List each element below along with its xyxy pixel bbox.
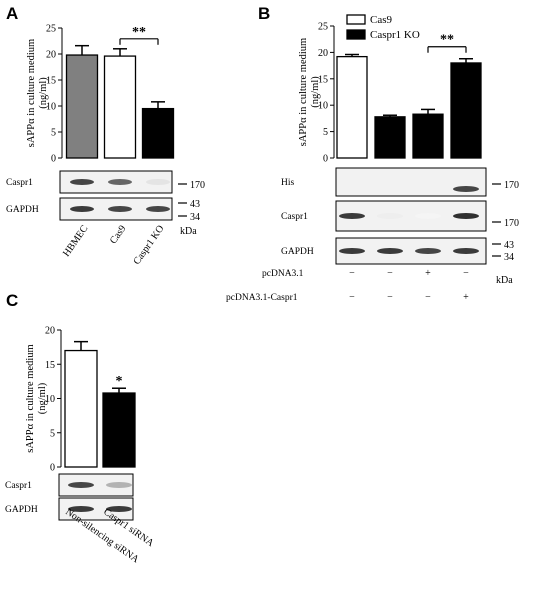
y-tick-label-C-0: 0 [50,463,55,474]
y-tick-label-A-1: 5 [51,128,56,139]
y-tick-label-A-5: 25 [46,24,56,35]
y-axis-label-B: sAPPα in culture medium(ng/ml) [298,38,321,146]
bar-B-2 [412,113,444,159]
bar-B-0 [336,55,368,159]
blot-label-A-1: GAPDH [6,205,39,215]
y-tick-label-A-4: 20 [46,50,56,61]
y-axis-label-line-C-0: sAPPα in culture medium [25,344,36,452]
marker-label-A-0: 170 [190,180,205,191]
blot-band-C-0-0 [68,482,94,488]
blot-band-B-0-3 [453,186,479,192]
blot-band-A-1-1 [108,206,132,212]
y-tick-label-C-3: 15 [45,360,55,371]
y-tick-label-B-4: 20 [318,48,328,59]
bar-A-0 [65,54,99,159]
treatment-sign-B-1-3: + [463,292,469,303]
blot-band-A-1-0 [70,206,94,212]
unit-label-A: kDa [180,226,197,237]
bar-C-0 [64,349,98,468]
treatment-label-B-1: pcDNA3.1-Caspr1 [226,293,298,303]
y-axis-label-A: sAPPα in culture medium(ng/ml) [26,39,49,147]
blot-C-1 [58,497,134,521]
y-axis-label-line-C-1: (ng/ml) [37,382,48,414]
category-label-A-1: Cas9 [108,223,128,246]
treatment-sign-B-1-0: − [349,292,355,303]
blot-band-C-1-0 [68,506,94,512]
y-tick-label-B-0: 0 [323,154,328,165]
blot-band-B-1-2 [415,213,441,219]
blot-band-A-0-0 [70,179,94,185]
legend-label-B-1: Caspr1 KO [370,29,420,41]
y-tick-label-B-3: 15 [318,74,328,85]
y-tick-label-B-5: 25 [318,22,328,33]
bar-A-1 [103,55,137,159]
marker-label-B-2: 43 [504,240,514,251]
blot-band-B-1-1 [377,213,403,219]
blot-band-A-1-2 [146,206,170,212]
y-tick-label-B-1: 5 [323,127,328,138]
marker-label-B-1: 170 [504,218,519,229]
blot-band-B-1-0 [339,213,365,219]
category-label-A-2: Caspr1 KO [131,223,166,266]
unit-label-B: kDa [496,275,513,286]
y-tick-label-B-2: 10 [318,101,328,112]
blot-band-B-1-3 [453,213,479,219]
blot-B-0 [335,167,487,197]
bar-A-2 [141,107,175,159]
blot-band-C-0-1 [106,482,132,488]
y-axis-label-line-B-0: sAPPα in culture medium [298,38,309,146]
blot-band-B-2-1 [377,248,403,254]
y-axis-label-line-A-1: (ng/ml) [38,77,49,109]
category-label-A-0: HBMEC [61,223,91,259]
blot-label-C-0: Caspr1 [5,481,32,491]
bar-B-3 [450,62,482,159]
blot-band-A-0-1 [108,179,132,185]
treatment-sign-B-1-2: − [425,292,431,303]
blot-label-B-1: Caspr1 [281,212,308,222]
treatment-sign-B-0-1: − [387,268,393,279]
y-tick-label-A-3: 15 [46,76,56,87]
marker-label-A-2: 34 [190,212,200,223]
treatment-sign-B-0-3: − [463,268,469,279]
blot-band-B-2-0 [339,248,365,254]
blot-band-B-2-2 [415,248,441,254]
significance-C-0: * [116,374,123,389]
bar-B-1 [374,116,406,159]
panel-letter-A: A [6,4,18,23]
legend-label-B-0: Cas9 [370,14,393,26]
y-axis-label-line-A-0: sAPPα in culture medium [26,39,37,147]
marker-label-A-1: 43 [190,199,200,210]
panel-letter-C: C [6,291,18,310]
y-axis-label-C: sAPPα in culture medium(ng/ml) [25,344,48,452]
y-tick-label-C-2: 10 [45,394,55,405]
y-axis-label-line-B-1: (ng/ml) [310,76,321,108]
panel-letter-B: B [258,4,270,23]
blot-C-0 [58,473,134,497]
blot-band-A-0-2 [146,179,170,185]
significance-B-0: ** [440,33,454,48]
y-tick-label-C-4: 20 [45,326,55,337]
legend-swatch-B-0 [346,14,366,25]
blot-label-B-0: His [281,178,295,188]
treatment-sign-B-0-0: − [349,268,355,279]
legend-swatch-B-1 [346,29,366,40]
marker-label-B-0: 170 [504,180,519,191]
treatment-label-B-0: pcDNA3.1 [262,269,304,279]
blot-band-B-2-3 [453,248,479,254]
y-tick-label-C-1: 5 [50,428,55,439]
treatment-sign-B-1-1: − [387,292,393,303]
significance-A-0: ** [132,25,146,40]
blot-label-A-0: Caspr1 [6,178,33,188]
blot-label-B-2: GAPDH [281,247,314,257]
blot-label-C-1: GAPDH [5,505,38,515]
y-tick-label-A-0: 0 [51,154,56,165]
y-tick-label-A-2: 10 [46,102,56,113]
treatment-sign-B-0-2: + [425,268,431,279]
marker-label-B-3: 34 [504,252,514,263]
blot-band-C-1-1 [106,506,132,512]
bar-C-1 [102,392,136,468]
